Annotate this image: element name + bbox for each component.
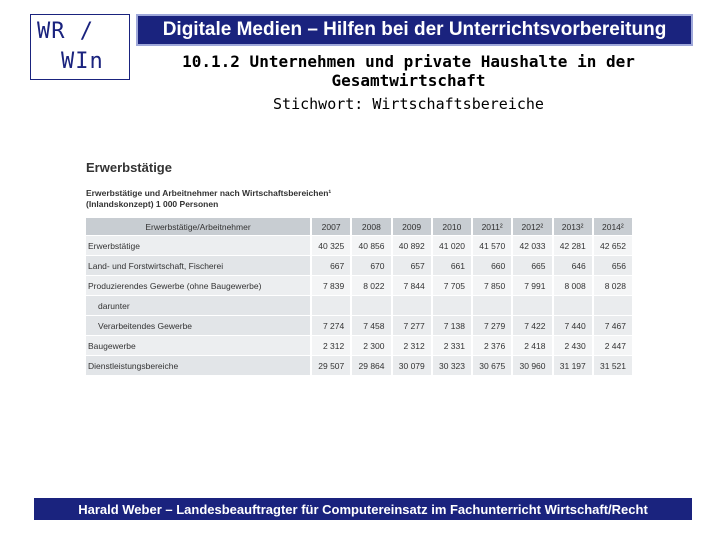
footer-text: Harald Weber – Landesbeauftragter für Co… — [78, 501, 648, 517]
table-cell: 7 274 — [311, 315, 353, 336]
table-cell: 661 — [431, 255, 474, 276]
table-cell: 41 020 — [431, 235, 474, 256]
table-title: Erwerbstätige — [86, 160, 172, 175]
table-cell: 2 430 — [552, 335, 594, 356]
table-cell: 7 138 — [431, 315, 474, 336]
table-cell: 7 279 — [472, 315, 514, 336]
table-cell — [592, 295, 635, 316]
column-header-year: 2014² — [592, 218, 635, 236]
table-cell — [472, 295, 514, 316]
table-cell: 646 — [552, 255, 594, 276]
logo-line-2: WIn — [61, 49, 104, 74]
table-cell — [391, 295, 433, 316]
table-row: Erwerbstätige 40 325 40 856 40 892 41 02… — [86, 235, 635, 256]
table-cell — [552, 295, 594, 316]
table-cell: 2 418 — [512, 335, 554, 356]
table-caption: Erwerbstätige und Arbeitnehmer nach Wirt… — [86, 188, 331, 210]
table-cell: 31 521 — [592, 355, 635, 376]
table-cell: 30 079 — [391, 355, 433, 376]
header-title-bar: Digitale Medien – Hilfen bei der Unterri… — [136, 14, 693, 46]
table-cell: 42 281 — [552, 235, 594, 256]
table-caption-line-2: (Inlandskonzept) 1 000 Personen — [86, 199, 219, 209]
table-row: Produzierendes Gewerbe (ohne Baugewerbe)… — [86, 275, 635, 296]
table-cell: 7 440 — [552, 315, 594, 336]
table-cell: 2 312 — [311, 335, 353, 356]
column-header-year: 2013² — [552, 218, 594, 236]
table-cell: 29 507 — [311, 355, 353, 376]
footer-bar: Harald Weber – Landesbeauftragter für Co… — [34, 498, 692, 520]
table-row: Dienstleistungsbereiche 29 507 29 864 30… — [86, 355, 635, 376]
table-cell: 42 652 — [592, 235, 635, 256]
table-cell: 29 864 — [351, 355, 393, 376]
table-cell: 40 325 — [311, 235, 353, 256]
column-header-year: 2011² — [472, 218, 514, 236]
table-row: Verarbeitendes Gewerbe 7 274 7 458 7 277… — [86, 315, 635, 336]
table-cell: 7 458 — [351, 315, 393, 336]
table-cell: 670 — [351, 255, 393, 276]
table-cell: 2 376 — [472, 335, 514, 356]
table-cell: 2 300 — [351, 335, 393, 356]
table-cell: 2 331 — [431, 335, 474, 356]
employment-table: Erwerbstätige/Arbeitnehmer 2007 2008 200… — [86, 218, 635, 376]
table-cell: 7 467 — [592, 315, 635, 336]
row-label: Dienstleistungsbereiche — [86, 355, 312, 376]
table-row: Baugewerbe 2 312 2 300 2 312 2 331 2 376… — [86, 335, 635, 356]
page-title: Digitale Medien – Hilfen bei der Unterri… — [162, 19, 667, 40]
table-cell: 42 033 — [512, 235, 554, 256]
table-cell — [431, 295, 474, 316]
table-cell: 667 — [311, 255, 353, 276]
row-label: Produzierendes Gewerbe (ohne Baugewerbe) — [86, 275, 312, 296]
table-cell: 40 892 — [391, 235, 433, 256]
subtitle-line-2: Gesamtwirtschaft — [331, 71, 486, 90]
column-header-label: Erwerbstätige/Arbeitnehmer — [86, 218, 312, 236]
table-cell: 7 705 — [431, 275, 474, 296]
table-cell — [512, 295, 554, 316]
row-label: darunter — [86, 295, 312, 316]
column-header-year: 2008 — [351, 218, 393, 236]
subtitle-line-1: 10.1.2 Unternehmen und private Haushalte… — [182, 52, 635, 71]
row-label: Baugewerbe — [86, 335, 312, 356]
column-header-year: 2012² — [512, 218, 554, 236]
table-cell: 7 422 — [512, 315, 554, 336]
logo-line-1: WR / — [37, 19, 94, 44]
table-cell: 656 — [592, 255, 635, 276]
keyword-line: Stichwort: Wirtschaftsbereiche — [273, 95, 544, 113]
table-cell: 7 839 — [311, 275, 353, 296]
table-cell: 31 197 — [552, 355, 594, 376]
table-cell: 2 447 — [592, 335, 635, 356]
table-row: Land- und Forstwirtschaft, Fischerei 667… — [86, 255, 635, 276]
table-cell: 665 — [512, 255, 554, 276]
column-header-year: 2007 — [311, 218, 353, 236]
table-cell: 8 008 — [552, 275, 594, 296]
table-row: darunter — [86, 295, 635, 316]
table-cell: 2 312 — [391, 335, 433, 356]
table-cell: 30 675 — [472, 355, 514, 376]
row-label: Land- und Forstwirtschaft, Fischerei — [86, 255, 312, 276]
table-cell: 8 028 — [592, 275, 635, 296]
table-cell: 7 277 — [391, 315, 433, 336]
table-cell: 41 570 — [472, 235, 514, 256]
subtitle: 10.1.2 Unternehmen und private Haushalte… — [136, 52, 681, 90]
column-header-year: 2009 — [391, 218, 433, 236]
table-cell: 7 991 — [512, 275, 554, 296]
row-label: Erwerbstätige — [86, 235, 312, 256]
table-cell — [351, 295, 393, 316]
logo: WR / WIn — [30, 14, 130, 80]
table-cell: 30 960 — [512, 355, 554, 376]
table-cell: 657 — [391, 255, 433, 276]
table-caption-line-1: Erwerbstätige und Arbeitnehmer nach Wirt… — [86, 188, 332, 198]
table-cell: 40 856 — [351, 235, 393, 256]
table-cell: 7 850 — [472, 275, 514, 296]
column-header-year: 2010 — [431, 218, 474, 236]
table-cell: 660 — [472, 255, 514, 276]
table-header-row: Erwerbstätige/Arbeitnehmer 2007 2008 200… — [86, 218, 635, 236]
table-cell: 7 844 — [391, 275, 433, 296]
row-label: Verarbeitendes Gewerbe — [86, 315, 312, 336]
table-cell: 8 022 — [351, 275, 393, 296]
table-cell — [311, 295, 353, 316]
table-cell: 30 323 — [431, 355, 474, 376]
